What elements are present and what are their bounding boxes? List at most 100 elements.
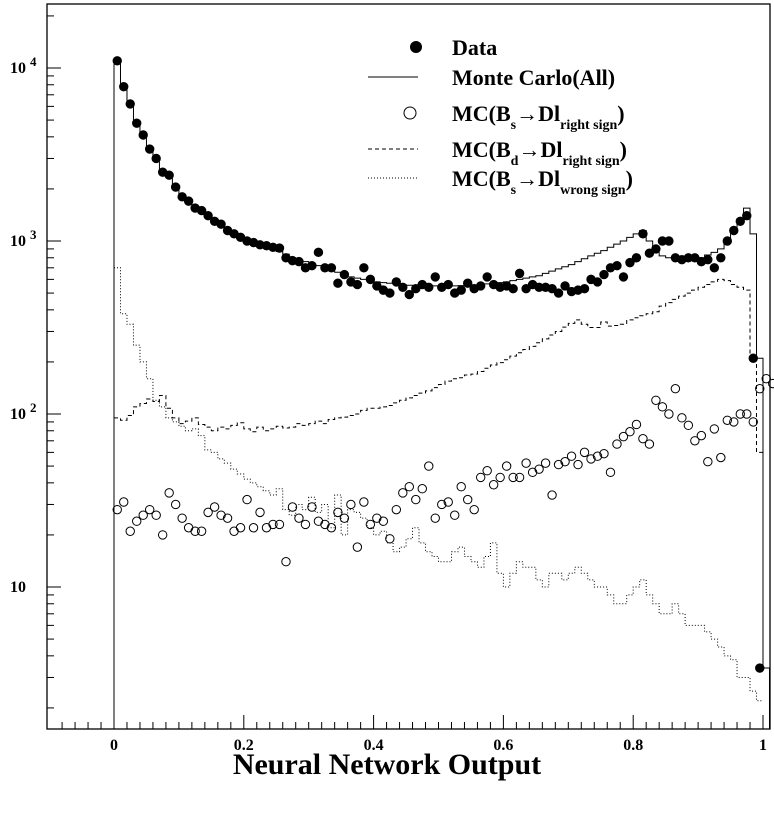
series-2-point [203,507,213,518]
series-0-point [612,260,622,271]
series-2-point [625,427,635,437]
series-2-point [605,467,616,478]
series-2-point [430,513,440,523]
series-0-point [547,284,557,294]
series-3-line [114,278,763,453]
series-0-point [508,284,518,294]
series-0-point [482,272,492,282]
series-2-point [651,395,661,406]
series-2-point [586,454,596,464]
series-2-point [638,433,648,444]
series-2-point [346,499,356,510]
series-2-point [352,542,363,552]
series-layer [112,56,774,729]
series-2-point [307,502,317,512]
series-0-point [599,269,609,280]
series-2-point [690,436,700,446]
series-0-point [424,282,434,292]
series-2-point [508,472,518,483]
series-2-point [242,494,252,505]
series-2-point [216,510,226,520]
series-2-point [125,526,135,536]
x-axis-title: Neural Network Output [232,748,542,781]
series-2-point [573,459,583,470]
series-2-point [404,481,414,492]
series-0-point [352,279,363,290]
series-2-point [579,447,590,458]
series-0-point [430,272,440,282]
series-2-point [261,523,272,533]
legend-marker-bs-right [403,106,417,120]
series-2-point [411,494,421,505]
series-0-point [631,253,642,263]
series-2-point [151,510,161,520]
series-2-point [391,504,402,515]
series-2-point [294,513,304,523]
series-2-point [222,513,233,523]
series-2-point [716,452,726,463]
series-2-point [729,417,739,427]
series-0-point [664,236,674,246]
series-0-point [359,263,369,273]
series-2-point [164,488,174,498]
series-2-point [248,523,259,533]
series-2-point [398,488,408,498]
series-0-point [274,243,285,253]
series-2-point [592,451,603,461]
series-2-point [268,519,278,530]
series-2-point [521,458,531,468]
series-2-point [300,519,311,530]
series-2-point [229,526,239,536]
series-2-point [313,516,324,526]
series-2-point [553,459,564,470]
series-2-point [144,504,155,515]
y-tick-label: 10 4 [10,54,37,77]
series-2-point [190,526,200,536]
series-2-point [664,409,674,419]
legend-label-mc-all: Monte Carlo(All) [452,65,615,90]
series-0-point [514,268,525,279]
series-2-point [683,420,694,431]
x-axis-ticks: 0 0.2 0.4 0.6 0.8 1 [61,715,767,754]
plot-frame [46,3,771,730]
series-0-point [385,288,395,298]
series-2-point [132,516,142,526]
series-2-point [599,448,609,459]
series-0-point [592,277,603,287]
series-1-line [113,60,770,729]
legend-marker-data [410,41,422,53]
series-2-point [196,526,207,536]
x-tick-label: 1 [759,737,767,754]
series-2-point [547,490,557,500]
series-2-point [768,378,774,389]
series-2-point [138,510,148,520]
legend-label-bd-right: MC(Bd→Dlright sign) [452,137,627,169]
series-2-point [209,502,220,512]
series-0-point [625,257,635,268]
series-2-point [365,519,376,530]
series-2-point [170,499,181,510]
series-2-point [456,481,466,492]
series-2-point [424,461,434,471]
series-0-point [216,219,226,229]
legend-label-bs-right: MC(Bs→Dlright sign) [452,101,625,133]
series-0-point [443,279,453,290]
legend: Data Monte Carlo(All) MC(Bs→Dlright sign… [368,35,633,198]
series-0-point [411,284,421,294]
y-tick-label: 10 3 [10,227,37,250]
series-2-point [255,507,265,518]
series-2-point [612,439,622,449]
series-0-point [553,288,564,298]
series-2-point [696,430,707,441]
series-2-point [183,523,194,533]
series-2-point [119,497,129,507]
series-2-point [677,413,687,423]
series-2-point [385,534,395,544]
series-2-point [527,467,538,478]
series-2-point [501,461,512,471]
series-0-point [333,278,343,288]
series-2-point [703,457,713,467]
series-2-point [735,409,745,419]
series-2-point [748,417,758,427]
series-2-point [631,419,642,430]
